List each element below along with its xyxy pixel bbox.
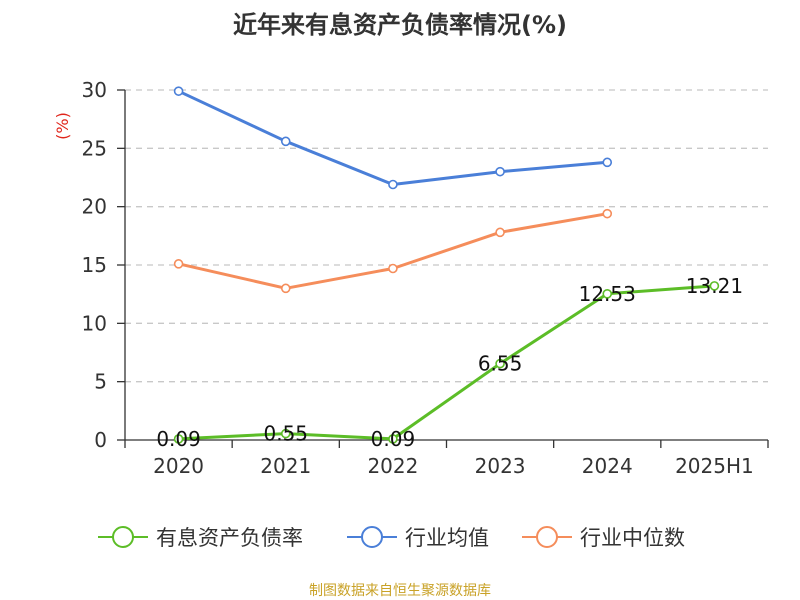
x-tick-label: 2021	[260, 454, 311, 478]
data-point[interactable]	[495, 227, 505, 238]
data-point[interactable]	[388, 263, 398, 274]
y-tick-label: 20	[82, 195, 107, 219]
data-point[interactable]	[173, 86, 184, 96]
data-point[interactable]	[709, 281, 720, 291]
legend-label: 行业中位数	[580, 526, 685, 550]
legend-marker	[536, 526, 558, 548]
series-1	[173, 86, 613, 190]
legend-label: 有息资产负债率	[156, 526, 303, 550]
data-point[interactable]	[388, 434, 398, 444]
data-point[interactable]	[280, 283, 291, 294]
series-line	[178, 284, 715, 441]
chart-title: 近年来有息资产负债率情况(%)	[233, 11, 567, 39]
data-label: 6.55	[478, 352, 523, 376]
data-label: 13.21	[686, 274, 743, 298]
x-tick-label: 2020	[153, 454, 204, 478]
series-line	[178, 212, 608, 290]
data-point[interactable]	[173, 434, 184, 444]
legend-label: 行业均值	[405, 526, 489, 550]
data-point[interactable]	[602, 157, 613, 168]
y-tick-label: 30	[82, 78, 107, 102]
legend-marker	[112, 526, 134, 548]
series-line	[177, 89, 608, 186]
data-point[interactable]	[280, 428, 291, 439]
data-label: 0.09	[156, 427, 201, 451]
x-tick-label: 2024	[582, 454, 633, 478]
y-tick-label: 10	[82, 311, 107, 335]
axes: 0 5 10 15 20 25 30 2020 2021 2022 2023 2024 2025H1	[82, 78, 769, 478]
y-tick-label: 25	[82, 136, 107, 160]
legend-item[interactable]: 行业均值	[347, 526, 489, 550]
data-point[interactable]	[495, 166, 505, 177]
series-2	[173, 208, 613, 294]
y-tick-label: 5	[94, 370, 107, 394]
legend[interactable]: 有息资产负债率 行业均值 行业中位数	[98, 526, 685, 550]
x-tick-label: 2025H1	[675, 454, 754, 478]
series-0	[173, 281, 720, 444]
data-point[interactable]	[495, 358, 505, 369]
y-tick-label: 15	[82, 253, 107, 277]
data-label: 0.55	[263, 422, 308, 446]
y-axis-label: (%)	[53, 112, 72, 140]
series-group	[173, 86, 720, 444]
x-tick-label: 2023	[475, 454, 526, 478]
grid-lines	[125, 89, 768, 383]
legend-marker	[361, 526, 383, 548]
x-tick-label: 2022	[367, 454, 418, 478]
data-point[interactable]	[388, 179, 398, 190]
data-label: 0.09	[371, 427, 416, 451]
data-label: 12.53	[579, 282, 636, 306]
legend-item[interactable]: 有息资产负债率	[98, 526, 303, 550]
data-point[interactable]	[280, 136, 291, 147]
source-note: 制图数据来自恒生聚源数据库	[309, 583, 491, 599]
data-labels: 0.09 0.55 0.09 6.55 12.53 13.21	[156, 274, 743, 451]
legend-item[interactable]: 行业中位数	[522, 526, 685, 550]
data-point[interactable]	[602, 208, 613, 219]
data-point[interactable]	[602, 289, 613, 299]
data-point[interactable]	[173, 259, 184, 269]
y-tick-label: 0	[94, 428, 107, 452]
